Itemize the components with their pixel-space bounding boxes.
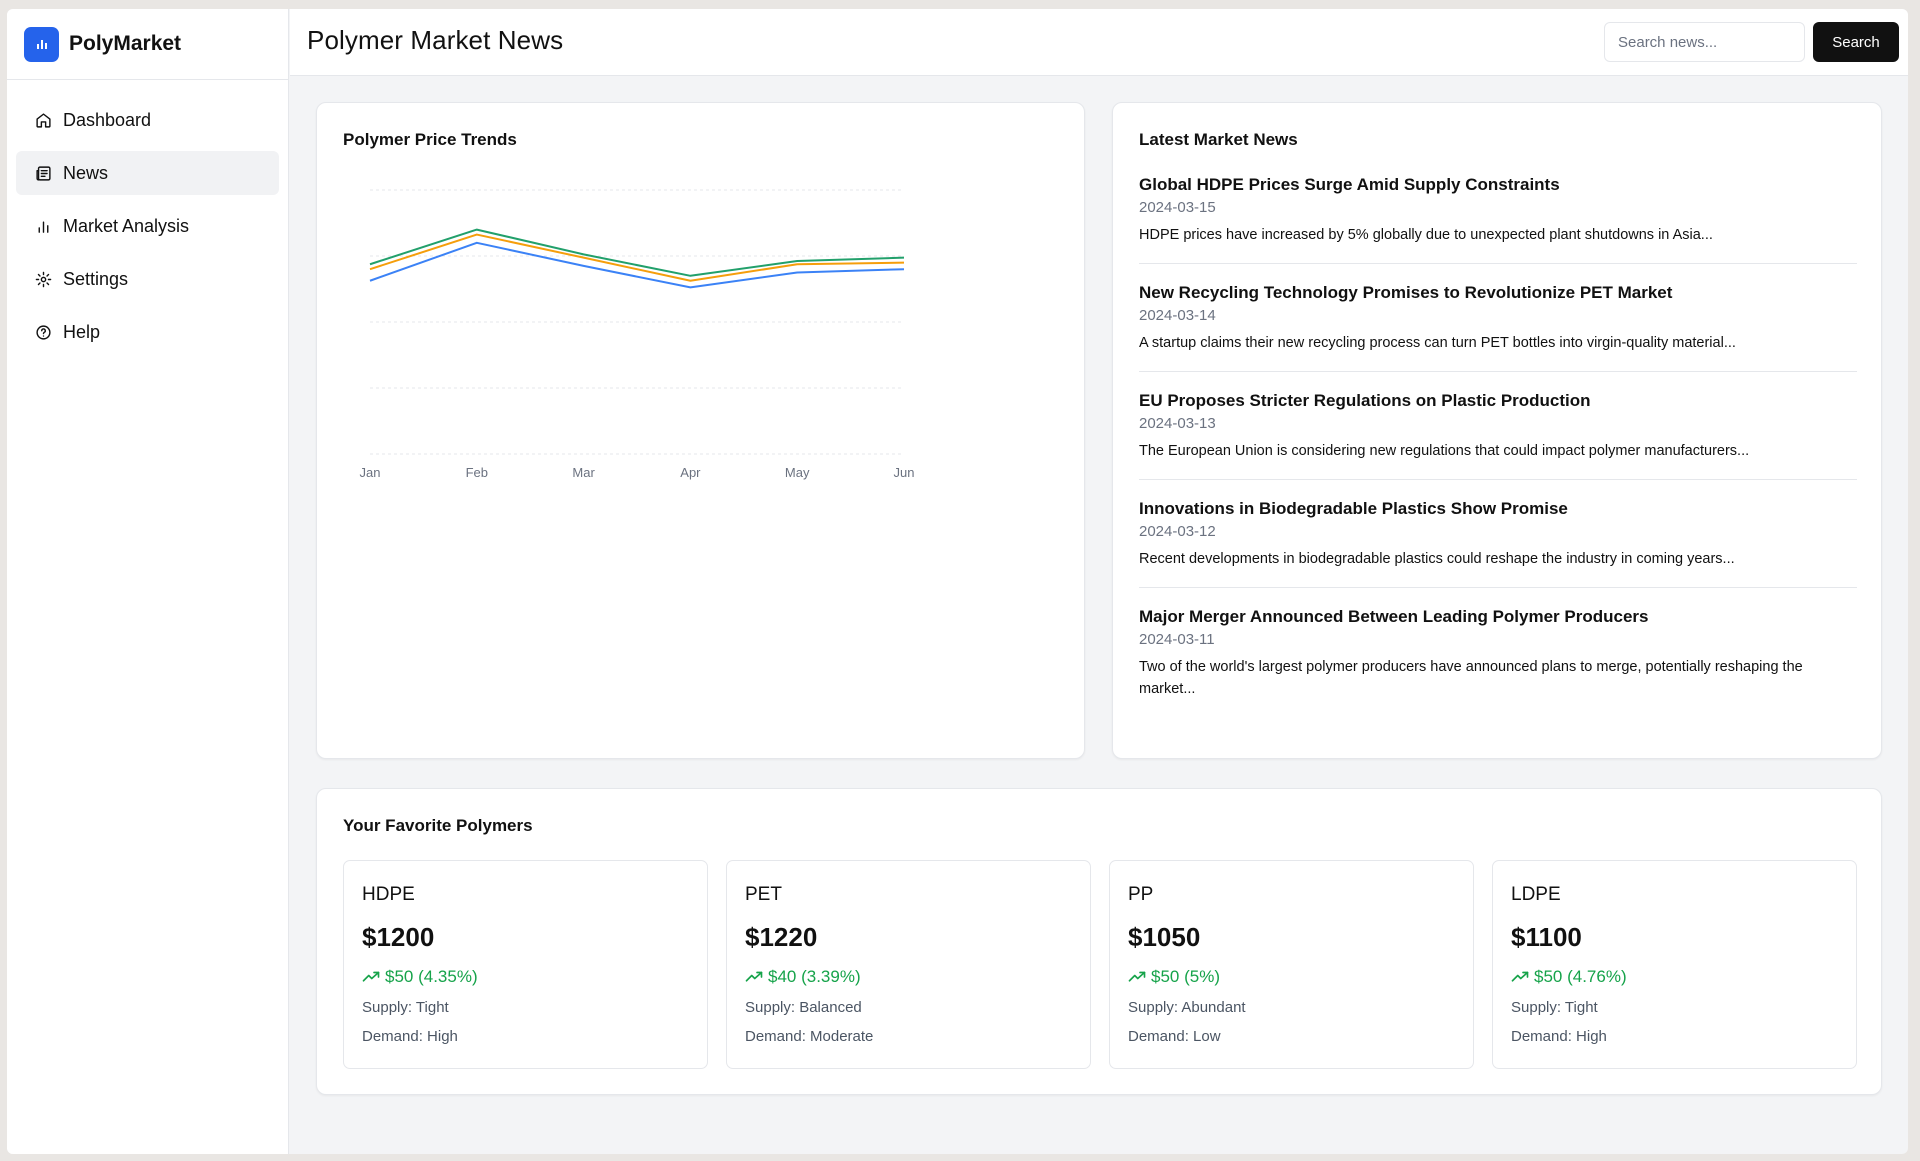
news-card-title: Latest Market News (1139, 130, 1298, 149)
news-headline[interactable]: New Recycling Technology Promises to Rev… (1139, 283, 1673, 302)
trending-up-icon (745, 970, 763, 984)
price-trends-card: Polymer Price Trends Jan Feb Mar Apr May Jun (316, 102, 1085, 759)
polymer-name: PET (745, 884, 782, 905)
sidebar-item-settings[interactable]: Settings (16, 257, 279, 301)
news-date: 2024-03-14 (1139, 307, 1216, 324)
news-headline[interactable]: EU Proposes Stricter Regulations on Plas… (1139, 391, 1591, 410)
news-item[interactable]: Innovations in Biodegradable Plastics Sh… (1139, 494, 1857, 588)
polymer-change-text: $50 (5%) (1151, 967, 1220, 986)
news-item[interactable]: New Recycling Technology Promises to Rev… (1139, 278, 1857, 372)
x-tick-label: Jun (894, 465, 915, 480)
brand[interactable]: PolyMarket (7, 9, 288, 80)
polymer-demand: Demand: Low (1128, 1028, 1221, 1045)
polymer-price: $1220 (745, 922, 818, 952)
news-date: 2024-03-12 (1139, 523, 1216, 540)
polymer-price: $1050 (1128, 922, 1201, 952)
sidebar: PolyMarket Dashboard News Market Analysi… (7, 9, 289, 1154)
trending-up-icon (1511, 970, 1529, 984)
polymer-supply: Supply: Tight (362, 999, 449, 1016)
favorite-polymers-card: Your Favorite Polymers HDPE $1200 $50 (4… (316, 788, 1882, 1095)
news-summary: A startup claims their new recycling pro… (1139, 335, 1736, 351)
sidebar-item-label: Market Analysis (63, 215, 190, 236)
sidebar-item-label: Settings (63, 268, 129, 289)
news-item[interactable]: EU Proposes Stricter Regulations on Plas… (1139, 386, 1857, 480)
news-date: 2024-03-13 (1139, 415, 1216, 432)
polymer-change-text: $40 (3.39%) (768, 967, 861, 986)
news-summary: HDPE prices have increased by 5% globall… (1139, 227, 1713, 243)
polymer-card-ldpe[interactable]: LDPE $1100 $50 (4.76%) Supply: Tight Dem… (1492, 860, 1857, 1069)
polymer-change-text: $50 (4.76%) (1534, 967, 1627, 986)
sidebar-item-label: Help (63, 321, 101, 342)
news-summary: Recent developments in biodegradable pla… (1139, 551, 1735, 567)
brand-name: PolyMarket (69, 32, 182, 55)
sidebar-item-label: Dashboard (63, 109, 152, 130)
favorites-title: Your Favorite Polymers (343, 816, 533, 835)
polymer-change: $50 (4.35%) (362, 967, 689, 987)
x-tick-label: Feb (466, 465, 488, 480)
news-headline[interactable]: Global HDPE Prices Surge Amid Supply Con… (1139, 175, 1560, 194)
news-headline[interactable]: Major Merger Announced Between Leading P… (1139, 607, 1649, 626)
polymer-supply: Supply: Balanced (745, 999, 862, 1016)
favorites-grid: HDPE $1200 $50 (4.35%) Supply: Tight Dem… (343, 860, 1857, 1069)
polymer-change: $50 (5%) (1128, 967, 1455, 987)
polymer-demand: Demand: Moderate (745, 1028, 874, 1045)
polymer-demand: Demand: High (1511, 1028, 1607, 1045)
series-line-2[interactable] (369, 228, 905, 277)
brand-logo-icon (24, 26, 59, 62)
x-tick-label: May (785, 465, 810, 480)
help-circle-icon (34, 323, 52, 341)
polymer-change: $50 (4.76%) (1511, 967, 1838, 987)
polymer-price: $1200 (362, 922, 435, 952)
latest-news-card: Latest Market News Global HDPE Prices Su… (1112, 102, 1882, 759)
polymer-demand: Demand: High (362, 1028, 458, 1045)
polymer-card-pp[interactable]: PP $1050 $50 (5%) Supply: Abundant Deman… (1109, 860, 1474, 1069)
polymer-change: $40 (3.39%) (745, 967, 1072, 987)
polymer-supply: Supply: Tight (1511, 999, 1598, 1016)
app-window: PolyMarket Dashboard News Market Analysi… (7, 9, 1908, 1154)
sidebar-item-news[interactable]: News (16, 151, 279, 195)
search-button[interactable]: Search (1813, 22, 1899, 62)
header: Polymer Market News Search (290, 9, 1908, 76)
home-icon (34, 111, 52, 129)
x-tick-label: Mar (572, 465, 595, 480)
gear-icon (34, 270, 52, 288)
series-line-0[interactable] (369, 241, 905, 289)
price-trends-chart: Jan Feb Mar Apr May Jun (360, 189, 915, 480)
newspaper-icon (34, 164, 52, 182)
sidebar-item-label: News (63, 162, 109, 183)
search-input[interactable] (1604, 22, 1805, 62)
trending-up-icon (362, 970, 380, 984)
news-summary: The European Union is considering new re… (1139, 443, 1750, 459)
series-line-1[interactable] (369, 233, 905, 282)
page-title: Polymer Market News (307, 25, 564, 55)
bar-chart-icon (34, 217, 52, 235)
polymer-name: PP (1128, 884, 1154, 905)
polymer-name: HDPE (362, 884, 415, 905)
polymer-supply: Supply: Abundant (1128, 999, 1246, 1016)
sidebar-item-market-analysis[interactable]: Market Analysis (16, 204, 279, 248)
news-date: 2024-03-11 (1139, 631, 1215, 648)
news-headline[interactable]: Innovations in Biodegradable Plastics Sh… (1139, 499, 1568, 518)
polymer-card-pet[interactable]: PET $1220 $40 (3.39%) Supply: Balanced D… (726, 860, 1091, 1069)
sidebar-item-help[interactable]: Help (16, 310, 279, 354)
polymer-change-text: $50 (4.35%) (385, 967, 478, 986)
news-list: Global HDPE Prices Surge Amid Supply Con… (1139, 170, 1857, 731)
chart-title: Polymer Price Trends (343, 130, 517, 149)
polymer-price: $1100 (1511, 922, 1582, 952)
polymer-card-hdpe[interactable]: HDPE $1200 $50 (4.35%) Supply: Tight Dem… (343, 860, 708, 1069)
polymer-name: LDPE (1511, 884, 1561, 905)
news-item[interactable]: Major Merger Announced Between Leading P… (1139, 602, 1857, 717)
news-date: 2024-03-15 (1139, 199, 1216, 216)
news-summary: Two of the world's largest polymer produ… (1139, 659, 1803, 697)
trending-up-icon (1128, 970, 1146, 984)
x-tick-label: Jan (360, 465, 381, 480)
news-item[interactable]: Global HDPE Prices Surge Amid Supply Con… (1139, 170, 1857, 264)
x-tick-label: Apr (680, 465, 701, 480)
sidebar-item-dashboard[interactable]: Dashboard (16, 98, 279, 142)
sidebar-nav: Dashboard News Market Analysis Settings (7, 80, 288, 364)
